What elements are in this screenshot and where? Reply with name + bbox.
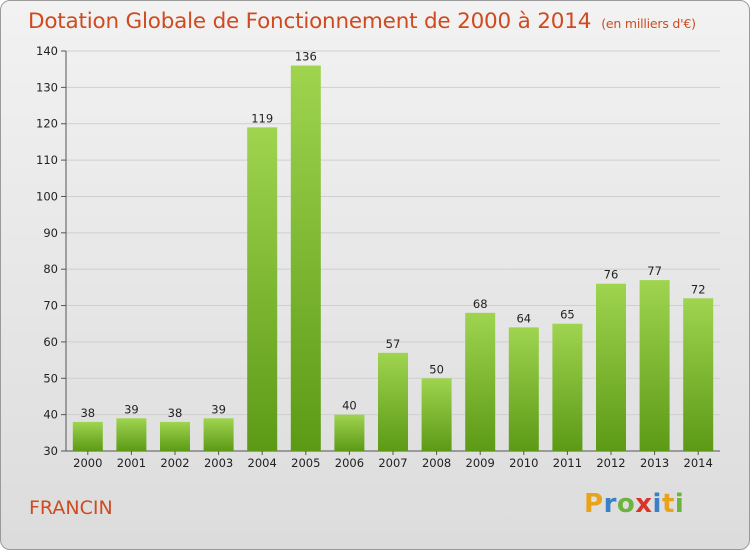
- x-tick-label: 2003: [204, 456, 233, 470]
- bar-2012: [596, 283, 626, 451]
- bar-2007: [378, 352, 408, 451]
- x-tick-label: 2013: [640, 456, 669, 470]
- bar-2013: [639, 280, 670, 451]
- commune-name: FRANCIN: [29, 497, 113, 519]
- data-label-2004: 119: [251, 111, 273, 125]
- x-tick-label: 2002: [160, 456, 189, 470]
- data-label-2008: 50: [429, 362, 444, 376]
- data-label-2006: 40: [342, 399, 357, 413]
- data-label-2001: 39: [124, 402, 139, 416]
- bars: [72, 65, 714, 451]
- y-tick-label: 70: [43, 299, 58, 313]
- bar-2000: [72, 421, 103, 451]
- bar-2006: [334, 414, 365, 451]
- bar-2004: [247, 127, 278, 451]
- bar-2008: [421, 378, 452, 451]
- bar-2001: [116, 418, 147, 451]
- data-labels: 38 39 38 39 119 136 40 57 50 68 64 65 76 77 72: [80, 50, 705, 420]
- y-tick-label: 60: [43, 335, 58, 349]
- data-label-2002: 38: [168, 406, 183, 420]
- data-label-2005: 136: [295, 50, 317, 64]
- x-tick-label: 2010: [509, 456, 538, 470]
- x-tick-label: 2001: [117, 456, 146, 470]
- bar-2009: [465, 312, 496, 451]
- unit-label: (en milliers d'€): [601, 16, 696, 31]
- x-tick-label: 2012: [596, 456, 625, 470]
- data-label-2012: 76: [604, 268, 619, 282]
- chart-title: Dotation Globale de Fonctionnement de 20…: [28, 9, 696, 34]
- x-tick-label: 2009: [466, 456, 495, 470]
- bar-2010: [508, 327, 539, 451]
- bar-2011: [552, 323, 583, 451]
- y-tick-label: 50: [43, 371, 58, 385]
- data-label-2009: 68: [473, 297, 488, 311]
- data-label-2010: 64: [516, 311, 531, 325]
- data-label-2014: 72: [691, 282, 706, 296]
- data-label-2013: 77: [647, 264, 662, 278]
- x-tick-label: 2006: [335, 456, 364, 470]
- bar-2014: [683, 298, 714, 451]
- x-tick-label: 2014: [684, 456, 713, 470]
- x-tick-label: 2004: [248, 456, 277, 470]
- y-tick-label: 130: [36, 80, 58, 94]
- y-tick-label: 30: [43, 444, 58, 458]
- y-tick-label: 140: [36, 44, 58, 58]
- y-tick-label: 100: [36, 189, 58, 203]
- data-label-2000: 38: [80, 406, 95, 420]
- x-tick-label: 2011: [553, 456, 582, 470]
- bar-2005: [290, 65, 321, 451]
- data-label-2011: 65: [560, 308, 575, 322]
- data-label-2003: 39: [211, 402, 226, 416]
- data-label-2007: 57: [386, 337, 401, 351]
- chart-title-text: Dotation Globale de Fonctionnement de 20…: [28, 9, 592, 34]
- y-tick-label: 90: [43, 226, 58, 240]
- x-tick-label: 2008: [422, 456, 451, 470]
- bar-2002: [160, 421, 190, 451]
- proxiti-logo[interactable]: Proxiti: [584, 489, 685, 519]
- x-tick-label: 2005: [291, 456, 320, 470]
- y-tick-label: 40: [43, 408, 58, 422]
- bar-2003: [203, 418, 234, 451]
- y-tick-label: 110: [36, 153, 58, 167]
- y-tick-label: 120: [36, 117, 58, 131]
- x-tick-label: 2000: [73, 456, 102, 470]
- y-tick-label: 80: [43, 262, 58, 276]
- x-tick-label: 2007: [378, 456, 407, 470]
